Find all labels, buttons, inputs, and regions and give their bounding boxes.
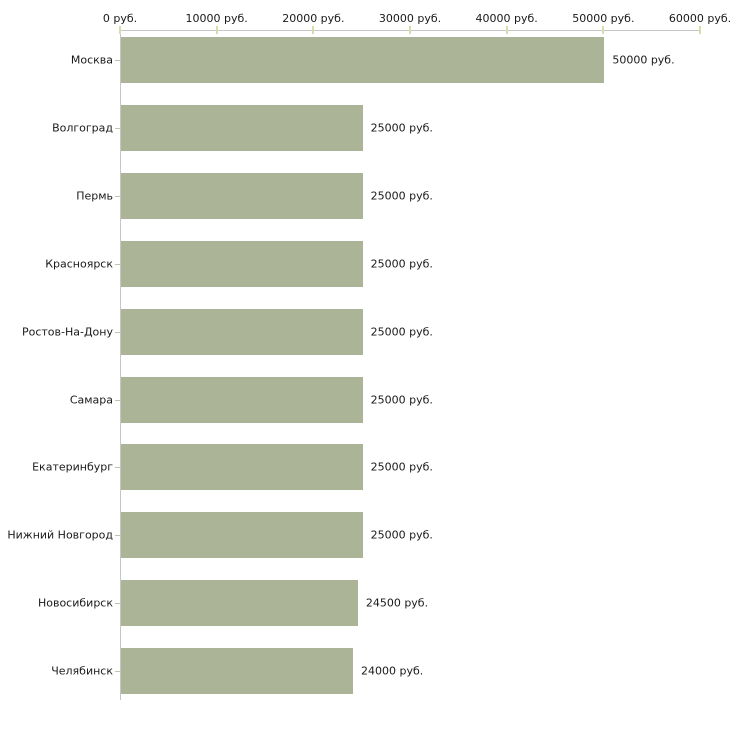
value-label: 24500 руб. <box>365 596 429 610</box>
value-label: 25000 руб. <box>370 189 433 203</box>
x-axis-tick-mark <box>505 26 508 34</box>
x-axis-tick-mark <box>409 26 411 34</box>
category-tick-mark <box>115 263 120 265</box>
category-tick-mark <box>115 603 120 605</box>
category-label: Москва <box>70 53 113 67</box>
category-tick-mark <box>115 127 120 129</box>
category-label: Самара <box>69 393 113 406</box>
category-tick-mark <box>115 671 120 673</box>
bar <box>121 444 363 491</box>
x-axis-tick-mark <box>215 26 218 34</box>
bar <box>121 37 605 83</box>
value-label: 25000 руб. <box>370 325 433 339</box>
category-tick-mark <box>115 399 120 401</box>
category-tick-mark <box>115 535 120 537</box>
y-axis-line <box>120 30 121 700</box>
x-axis-tick-label: 0 руб. <box>102 12 138 25</box>
category-label: Ростов-На-Дону <box>21 325 113 339</box>
value-label: 25000 руб. <box>370 121 433 135</box>
category-tick-mark <box>115 467 120 469</box>
category-tick-mark <box>115 195 120 197</box>
category-label: Красноярск <box>45 257 113 271</box>
x-axis-tick-label: 60000 руб. <box>668 12 730 25</box>
value-label: 25000 руб. <box>370 528 433 542</box>
x-axis-tick-label: 30000 руб. <box>378 12 442 25</box>
x-axis-tick-label: 40000 руб. <box>475 12 538 25</box>
category-tick-mark <box>115 60 120 61</box>
category-label: Волгоград <box>52 121 113 135</box>
bar <box>121 104 363 151</box>
value-label: 24000 руб. <box>361 664 424 678</box>
bar <box>121 512 363 559</box>
value-label: 50000 руб. <box>612 53 675 67</box>
x-axis-tick-label: 10000 руб. <box>185 12 248 25</box>
value-label: 25000 руб. <box>370 460 433 474</box>
x-axis-tick-mark <box>602 26 605 34</box>
category-label: Нижний Новгород <box>7 528 113 542</box>
bar <box>121 648 353 695</box>
category-tick-mark <box>115 331 120 333</box>
x-axis-tick-mark <box>119 26 121 34</box>
x-axis-tick-mark <box>312 26 315 34</box>
x-axis-tick-mark <box>699 26 701 34</box>
bar <box>121 376 363 423</box>
category-label: Екатеринбург <box>32 460 113 474</box>
x-axis-tick-label: 20000 руб. <box>282 12 345 25</box>
category-label: Новосибирск <box>37 596 113 610</box>
bar <box>121 308 363 355</box>
x-axis-tick-label: 50000 руб. <box>572 12 635 25</box>
category-label: Челябинск <box>51 664 113 678</box>
category-label: Пермь <box>76 189 113 203</box>
bar <box>121 172 363 219</box>
value-label: 25000 руб. <box>370 393 433 406</box>
value-label: 25000 руб. <box>370 257 433 271</box>
bar <box>121 580 358 627</box>
bar <box>121 240 363 287</box>
